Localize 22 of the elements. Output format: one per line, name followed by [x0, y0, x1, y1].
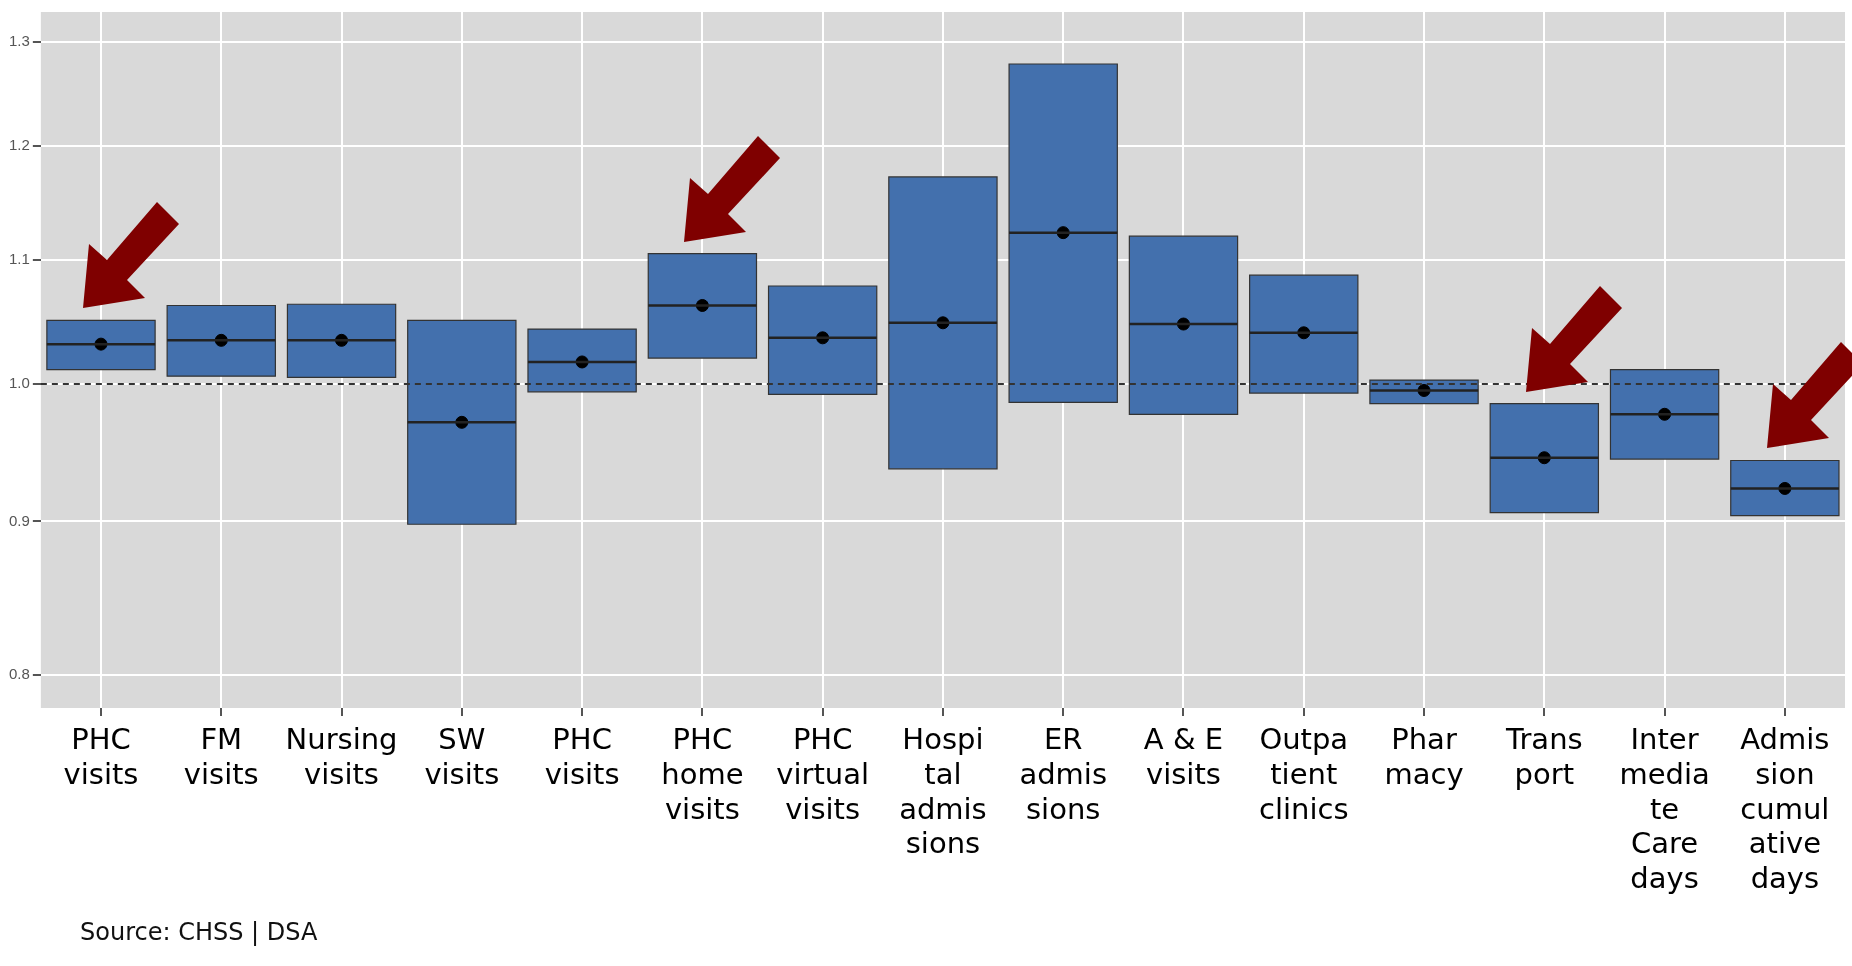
source-note: Source: CHSS | DSA — [80, 918, 318, 946]
y-tick-label: 0.9 — [8, 511, 30, 529]
x-tick-label: Inter media te Care days — [1619, 721, 1710, 896]
y-tick-label: 1.1 — [8, 249, 30, 267]
x-tick-label: Admis sion cumul ative days — [1740, 721, 1830, 896]
x-tick-label: Hospi tal admis sions — [899, 721, 987, 861]
x-tick-label: Outpa tient clinics — [1258, 721, 1349, 826]
x-tick-label: PHC home visits — [661, 721, 744, 826]
x-tick-label: Nursing visits — [285, 721, 398, 791]
x-tick-label: A & E visits — [1143, 721, 1224, 791]
x-tick-label: PHC visits — [63, 721, 139, 791]
y-tick-label: 1.0 — [8, 374, 30, 392]
x-tick-label: SW visits — [424, 721, 500, 791]
x-tick-label: PHC visits — [544, 721, 620, 791]
x-tick-label: Trans port — [1504, 721, 1583, 791]
y-tick-label: 1.2 — [8, 136, 30, 154]
x-tick-label: ER admis sions — [1019, 721, 1108, 826]
x-tick-label: PHC virtual visits — [776, 721, 870, 826]
x-tick-label: Phar macy — [1384, 721, 1464, 791]
x-tick-label: FM visits — [183, 721, 259, 791]
y-tick-label: 0.8 — [8, 665, 30, 683]
y-tick-label: 1.3 — [8, 31, 30, 49]
